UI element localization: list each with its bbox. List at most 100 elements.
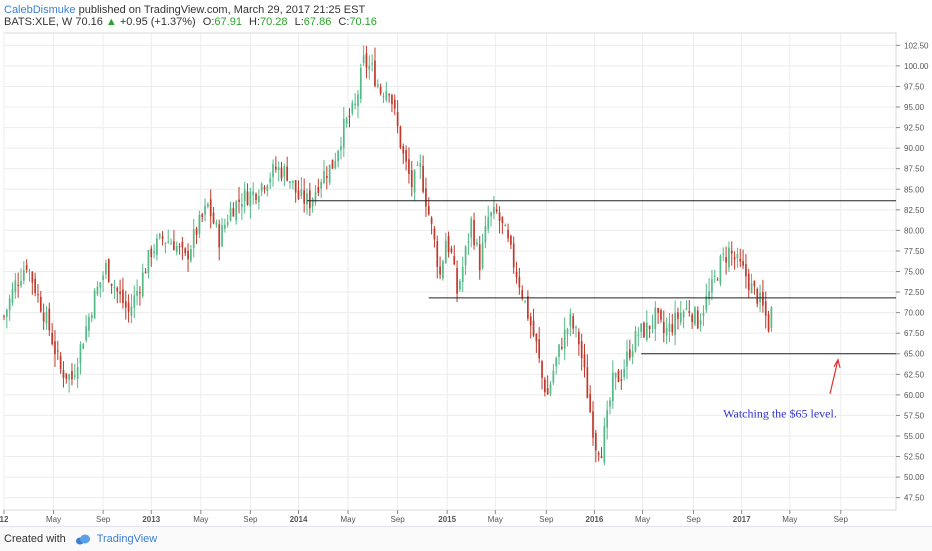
candle [379,83,382,96]
candle [130,293,133,324]
candle-body [241,204,243,207]
candle-body [167,241,170,243]
candle-body [391,94,393,105]
candle [535,333,538,353]
candle-body [300,189,303,196]
candle-body [453,256,456,265]
candle [136,279,138,306]
price-chart[interactable]: 47.50 50.00 52.50 55.00 57.50 60.00 62.50 65.00… [0,0,932,526]
candle [17,272,20,298]
candle [207,202,209,209]
y-tick-label: 95.00 [904,103,925,112]
y-tick-label: 47.50 [904,494,925,503]
publish-line: CalebDismuke published on TradingView.co… [4,4,365,16]
candle-body [229,208,232,221]
candle [518,267,521,295]
candle-body [122,289,124,304]
candle [679,300,682,326]
y-tick-label: 75.00 [904,268,925,277]
candle-body [464,246,467,266]
candle [297,180,300,200]
candle [393,94,396,116]
candle-body [190,249,192,261]
candle-body [243,189,246,202]
candle-body [476,242,478,245]
candle-body [747,273,750,290]
candle [685,300,688,311]
candle-body [606,410,609,428]
candle [558,344,560,365]
candle-body [626,351,628,367]
candle-body [306,193,308,205]
candle-body [20,281,22,286]
candle-body [209,199,212,217]
candle [538,327,541,364]
candle [226,214,229,228]
candle [688,300,691,317]
candle [422,155,424,194]
annotation-group[interactable]: Watching the $65 level. [723,358,841,421]
time-axis[interactable]: 12 May Sep 2013 May Sep 2014 May Sep 2015 May Sep 20… [0,510,848,524]
candle-body [617,370,620,383]
candle [241,192,243,220]
candle [82,342,85,350]
price-axis[interactable]: 47.50 50.00 52.50 55.00 57.50 60.00 62.50 65.00… [896,41,929,503]
candle [252,182,255,205]
y-tick-label: 50.00 [904,473,925,482]
candle [563,317,566,361]
symbol-label[interactable]: BATS:XLE, W [4,16,73,28]
candle [747,268,750,299]
y-tick-label: 57.50 [904,411,925,420]
candle-body [342,118,345,149]
candle [323,160,325,185]
candle-body [215,222,218,225]
candle-body [221,225,223,247]
close-label: C: [338,16,350,28]
quote-line: BATS:XLE, W 70.16 ▲ +0.95 (+1.37%) O:67.… [4,16,377,28]
low-value: 67.86 [303,16,332,28]
candle [512,236,515,274]
candle [643,321,645,339]
horizontal-levels[interactable] [306,200,896,355]
candle [286,156,289,182]
y-tick-label: 70.00 [904,309,925,318]
annotation-arrow[interactable] [829,359,839,394]
tradingview-brand[interactable]: TradingView [96,533,158,545]
candle-body [328,164,331,183]
candle-body [54,341,56,355]
candle [34,272,36,297]
candle [527,290,529,321]
candle-body [696,310,699,329]
candle [444,232,447,264]
candle-body [14,280,17,293]
candle-body [37,294,39,296]
candle-body [538,339,541,359]
candle [351,99,354,116]
candle [90,312,93,323]
candle-body [408,159,410,175]
x-tick-label: 2015 [438,515,456,524]
candle [623,359,626,381]
candle [266,184,269,197]
candle [524,300,526,304]
candle [303,178,306,213]
candle-body [442,261,444,279]
candle [464,245,467,275]
candle-body [263,187,266,190]
candle [405,145,407,171]
candle-body [379,86,382,94]
candle [677,307,679,330]
x-tick-label: Sep [243,515,258,524]
candle-body [586,367,589,399]
candle-body [99,282,102,288]
annotation-text[interactable]: Watching the $65 level. [723,407,837,421]
candle-body [566,329,569,335]
candle-body [178,246,181,248]
candle-body [527,296,529,319]
candle-body [280,167,283,179]
candle [269,172,272,190]
candle [246,183,249,206]
candle [113,279,116,300]
candle-body [521,290,524,298]
author-link[interactable]: CalebDismuke [4,4,76,16]
